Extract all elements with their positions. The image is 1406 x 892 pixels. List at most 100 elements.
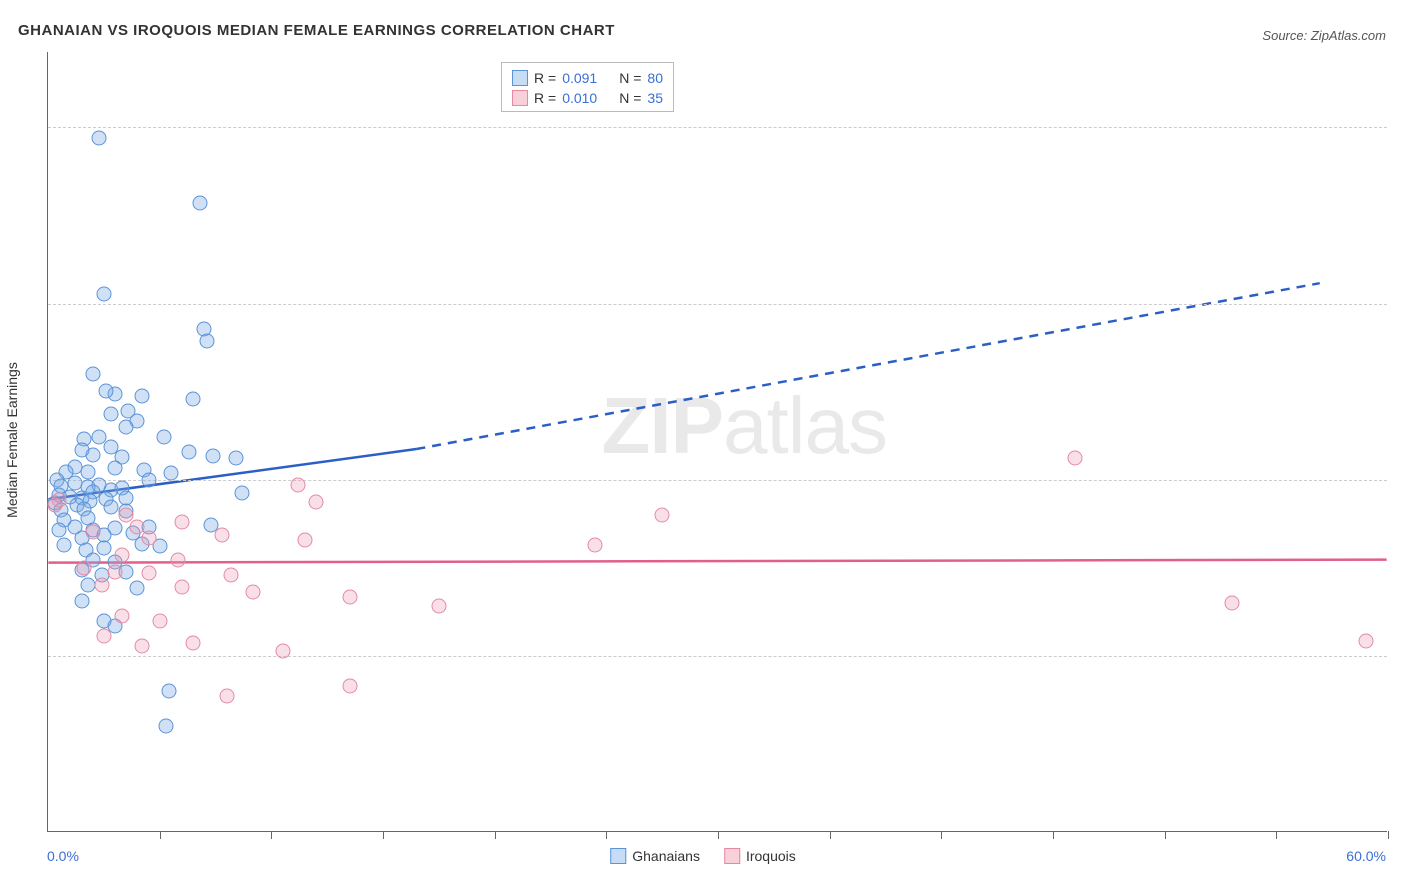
- data-point: [342, 590, 357, 605]
- r-value: 0.010: [562, 90, 597, 106]
- trend-line: [416, 283, 1319, 449]
- data-point: [114, 608, 129, 623]
- data-point: [81, 464, 96, 479]
- r-value: 0.091: [562, 70, 597, 86]
- legend-item: Ghanaians: [610, 848, 700, 864]
- x-tick: [606, 831, 607, 839]
- x-tick: [1388, 831, 1389, 839]
- data-point: [119, 507, 134, 522]
- data-point: [431, 598, 446, 613]
- data-point: [134, 389, 149, 404]
- data-point: [99, 384, 114, 399]
- x-tick: [1276, 831, 1277, 839]
- data-point: [228, 450, 243, 465]
- data-point: [130, 581, 145, 596]
- x-tick: [941, 831, 942, 839]
- data-point: [92, 130, 107, 145]
- data-point: [224, 568, 239, 583]
- chart-title: GHANAIAN VS IROQUOIS MEDIAN FEMALE EARNI…: [18, 22, 615, 39]
- data-point: [141, 531, 156, 546]
- x-tick: [160, 831, 161, 839]
- data-point: [85, 525, 100, 540]
- data-point: [159, 719, 174, 734]
- correlation-row: R = 0.091 N = 80: [512, 68, 663, 88]
- data-point: [175, 580, 190, 595]
- data-point: [152, 613, 167, 628]
- data-point: [157, 430, 172, 445]
- chart-container: GHANAIAN VS IROQUOIS MEDIAN FEMALE EARNI…: [0, 0, 1406, 892]
- legend-swatch: [724, 848, 740, 864]
- gridline: [48, 127, 1387, 128]
- legend-swatch: [610, 848, 626, 864]
- legend-label: Ghanaians: [632, 848, 700, 864]
- data-point: [186, 635, 201, 650]
- data-point: [175, 515, 190, 530]
- data-point: [215, 528, 230, 543]
- data-point: [47, 497, 62, 512]
- x-tick: [718, 831, 719, 839]
- data-point: [134, 638, 149, 653]
- data-point: [56, 538, 71, 553]
- series-legend: Ghanaians Iroquois: [610, 848, 796, 864]
- data-point: [219, 689, 234, 704]
- trend-lines-layer: [48, 52, 1387, 831]
- data-point: [163, 465, 178, 480]
- legend-item: Iroquois: [724, 848, 796, 864]
- data-point: [96, 286, 111, 301]
- gridline: [48, 656, 1387, 657]
- data-point: [275, 643, 290, 658]
- x-tick: [1053, 831, 1054, 839]
- data-point: [192, 195, 207, 210]
- r-label: R =: [534, 70, 556, 86]
- data-point: [1068, 450, 1083, 465]
- gridline: [48, 304, 1387, 305]
- data-point: [96, 628, 111, 643]
- plot-area: ZIPatlas R =0.091N =80R =0.010N =35 $27,…: [47, 52, 1387, 832]
- data-point: [108, 460, 123, 475]
- data-point: [114, 548, 129, 563]
- gridline: [48, 480, 1387, 481]
- correlation-legend: R =0.091N =80R =0.010N =35: [501, 62, 674, 112]
- trend-line: [48, 560, 1386, 563]
- x-tick: [830, 831, 831, 839]
- correlation-row: R =0.010N =35: [512, 88, 663, 108]
- data-point: [199, 333, 214, 348]
- data-point: [85, 447, 100, 462]
- data-point: [588, 538, 603, 553]
- data-point: [1224, 595, 1239, 610]
- source-value: ZipAtlas.com: [1311, 28, 1386, 43]
- n-value: 80: [647, 70, 663, 86]
- y-axis-title: Median Female Earnings: [4, 362, 20, 518]
- x-tick: [383, 831, 384, 839]
- data-point: [103, 407, 118, 422]
- data-point: [141, 472, 156, 487]
- data-point: [655, 507, 670, 522]
- n-value: 35: [647, 90, 663, 106]
- data-point: [342, 679, 357, 694]
- x-tick: [495, 831, 496, 839]
- data-point: [186, 392, 201, 407]
- data-point: [76, 561, 91, 576]
- data-point: [52, 523, 67, 538]
- n-label: N =: [619, 70, 641, 86]
- x-tick: [1165, 831, 1166, 839]
- x-tick: [271, 831, 272, 839]
- source-label: Source:: [1262, 28, 1307, 43]
- data-point: [170, 553, 185, 568]
- data-point: [108, 565, 123, 580]
- data-point: [235, 485, 250, 500]
- data-point: [141, 566, 156, 581]
- x-axis-max-label: 60.0%: [1346, 848, 1386, 864]
- r-label: R =: [534, 90, 556, 106]
- data-point: [1358, 633, 1373, 648]
- legend-label: Iroquois: [746, 848, 796, 864]
- data-point: [74, 593, 89, 608]
- legend-swatch: [512, 70, 528, 86]
- data-point: [297, 533, 312, 548]
- legend-swatch: [512, 90, 528, 106]
- data-point: [94, 578, 109, 593]
- data-point: [181, 444, 196, 459]
- data-point: [103, 499, 118, 514]
- x-axis-min-label: 0.0%: [47, 848, 79, 864]
- data-point: [291, 477, 306, 492]
